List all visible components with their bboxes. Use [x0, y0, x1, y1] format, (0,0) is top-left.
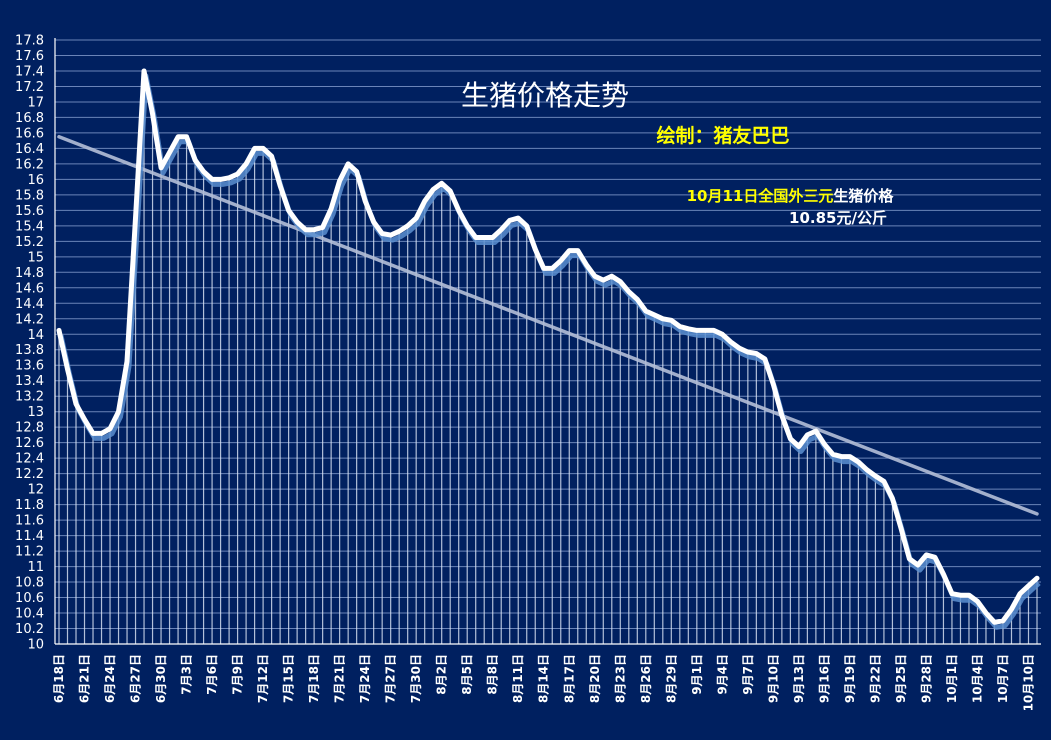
- x-tick-label: 7月12日: [256, 654, 270, 703]
- x-tick-label: 6月18日: [52, 654, 66, 703]
- y-tick-label: 15.6: [15, 204, 44, 219]
- x-tick-label: 8月29日: [664, 654, 678, 703]
- x-tick-label: 9月16日: [817, 654, 831, 703]
- x-tick-label: 9月10日: [766, 654, 780, 703]
- vertical-droplines: [58, 70, 1038, 644]
- annotation-region: 全国外三元: [757, 187, 833, 205]
- x-tick-label: 8月5日: [460, 654, 474, 695]
- y-tick-label: 15: [27, 250, 44, 265]
- x-tick-label: 7月9日: [231, 654, 245, 695]
- x-tick-label: 8月2日: [435, 654, 449, 695]
- x-tick-label: 7月3日: [180, 654, 194, 695]
- y-tick-label: 10.6: [15, 591, 44, 606]
- x-tick-label: 6月24日: [103, 654, 117, 703]
- x-tick-label: 10月7日: [996, 654, 1010, 703]
- series-shadow: [58, 73, 1041, 630]
- x-tick-label: 9月28日: [919, 654, 933, 703]
- y-tick-label: 13.4: [15, 374, 44, 389]
- y-tick-label: 13.2: [15, 390, 44, 405]
- x-tick-label: 7月18日: [307, 654, 321, 703]
- x-tick-label: 10月10日: [1022, 654, 1036, 711]
- annotation-price: 10.85元/公斤: [789, 209, 887, 227]
- y-tick-label: 16: [27, 173, 44, 188]
- x-tick-label: 8月17日: [562, 654, 576, 703]
- y-tick-label: 12.8: [15, 421, 44, 436]
- y-tick-label: 14.8: [15, 266, 44, 281]
- y-tick-label: 13.8: [15, 343, 44, 358]
- y-tick-label: 17: [27, 95, 44, 110]
- y-tick-label: 16.8: [15, 111, 44, 126]
- y-tick-label: 11: [27, 560, 44, 575]
- trendline: [57, 135, 1039, 516]
- x-tick-label: 9月7日: [741, 654, 755, 695]
- annotation-date: 10月11日: [687, 187, 759, 205]
- y-tick-label: 14.4: [15, 297, 44, 312]
- x-tick-label: 7月21日: [333, 654, 347, 703]
- x-tick-label: 6月27日: [129, 654, 143, 703]
- x-tick-label: 7月27日: [384, 654, 398, 703]
- y-tick-label: 15.8: [15, 188, 44, 203]
- x-tick-label: 9月19日: [843, 654, 857, 703]
- x-tick-label: 7月30日: [409, 654, 423, 703]
- x-tick-label: 9月13日: [792, 654, 806, 703]
- annotation-line-1: 10月11日全国外三元生猪价格: [687, 187, 895, 205]
- x-tick-label: 8月20日: [588, 654, 602, 703]
- y-tick-label: 16.4: [15, 142, 44, 157]
- chart-subtitle: 绘制：猪友巴巴: [656, 124, 789, 147]
- series-line: [56, 68, 1040, 625]
- x-tick-label: 6月21日: [78, 654, 92, 703]
- y-tick-label: 12: [27, 483, 44, 498]
- y-tick-label: 15.2: [15, 235, 44, 250]
- trendline-group: [57, 135, 1039, 516]
- y-tick-label: 12.6: [15, 436, 44, 451]
- y-tick-label: 14.2: [15, 312, 44, 327]
- x-tick-label: 10月1日: [945, 654, 959, 703]
- x-tick-label: 8月26日: [639, 654, 653, 703]
- x-axis: 6月18日 6月21日 6月24日 6月27日 6月30日 7月3日 7月6日 7月9日 7月1…: [52, 643, 1041, 711]
- y-tick-label: 17.2: [15, 80, 44, 95]
- x-tick-label: 9月25日: [894, 654, 908, 703]
- y-tick-label: 17.8: [15, 34, 44, 49]
- x-tick-label: 9月4日: [715, 654, 729, 695]
- x-tick-label: 9月1日: [690, 654, 704, 695]
- y-tick-label: 16.2: [15, 157, 44, 172]
- y-tick-label: 17.4: [15, 64, 44, 79]
- y-tick-label: 11.6: [15, 514, 44, 529]
- x-tick-label: 8月23日: [613, 654, 627, 703]
- y-tick-label: 11.4: [15, 529, 44, 544]
- y-tick-label: 13.6: [15, 359, 44, 374]
- y-tick-label: 12.2: [15, 467, 44, 482]
- x-tick-label: 7月15日: [282, 654, 296, 703]
- y-tick-label: 13: [27, 405, 44, 420]
- y-axis: 1010.210.410.610.81111.211.411.611.81212…: [15, 34, 56, 653]
- annotation-suffix: 生猪价格: [833, 187, 894, 205]
- y-tick-label: 14: [27, 328, 44, 343]
- x-tick-label: 8月8日: [486, 654, 500, 695]
- x-tick-label: 6月30日: [154, 654, 168, 703]
- y-tick-label: 15.4: [15, 219, 44, 234]
- horizontal-gridlines: [55, 39, 1041, 645]
- x-tick-label: 8月11日: [511, 654, 525, 703]
- y-tick-label: 11.8: [15, 498, 44, 513]
- y-tick-label: 12.4: [15, 452, 44, 467]
- x-tick-label: 10月4日: [971, 654, 985, 703]
- y-tick-label: 10.4: [15, 607, 44, 622]
- y-tick-label: 17.6: [15, 49, 44, 64]
- series-group: [56, 68, 1041, 630]
- y-tick-label: 14.6: [15, 281, 44, 296]
- y-tick-label: 10: [27, 638, 44, 653]
- x-tick-label: 7月24日: [358, 654, 372, 703]
- chart-title: 生猪价格走势: [461, 79, 629, 112]
- y-tick-label: 10.2: [15, 622, 44, 637]
- x-tick-label: 9月22日: [868, 654, 882, 703]
- y-tick-label: 11.2: [15, 545, 44, 560]
- x-tick-label: 7月6日: [205, 654, 219, 695]
- y-tick-label: 16.6: [15, 126, 44, 141]
- x-tick-label: 8月14日: [537, 654, 551, 703]
- y-tick-label: 10.8: [15, 576, 44, 591]
